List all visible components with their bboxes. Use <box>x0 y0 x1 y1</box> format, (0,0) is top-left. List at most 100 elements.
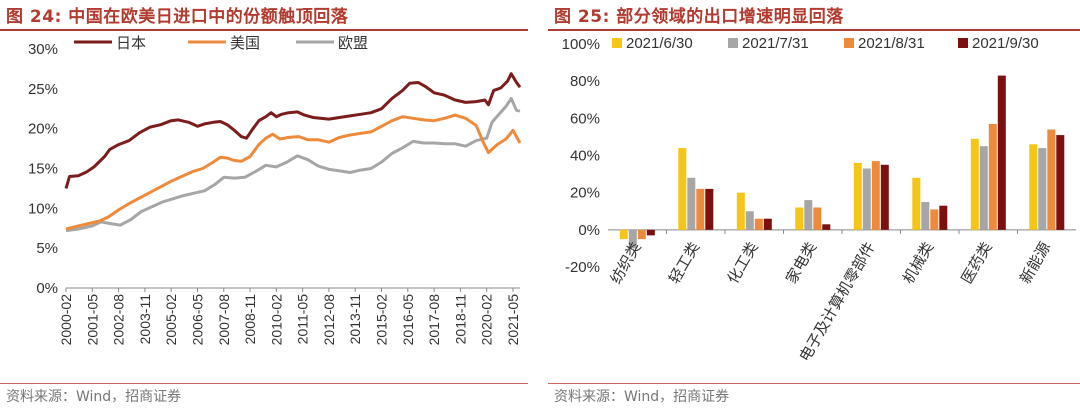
bar <box>853 162 862 230</box>
y-tick-label: 100% <box>562 36 600 53</box>
legend-swatch <box>728 38 738 48</box>
bar <box>795 207 804 230</box>
x-tick-label: 2000-02 <box>58 294 74 346</box>
series-line-usa <box>65 113 522 231</box>
bar <box>705 188 714 230</box>
category-label: 纺织类 <box>607 239 644 286</box>
left-title-rule <box>0 29 528 31</box>
y-tick-label: 30% <box>28 41 58 58</box>
y-tick-label: 0% <box>578 222 600 239</box>
bar <box>939 205 948 230</box>
y-tick-label: 0% <box>36 280 58 297</box>
bar <box>813 207 822 230</box>
x-tick-label: 2018-11 <box>452 294 468 345</box>
bar <box>921 202 930 230</box>
bar-chart: -20%0%20%40%60%80%100%纺织类 轻工类 化工类 家电类电子及计算机… <box>562 35 1076 365</box>
y-tick-label: 10% <box>28 200 58 217</box>
right-title-rule <box>548 29 1080 31</box>
right-source-rule <box>548 383 1080 384</box>
right-figure-title: 图 25: 部分领域的出口增速明显回落 <box>554 7 844 27</box>
y-tick-label: 80% <box>570 73 600 90</box>
legend-item: 美国 <box>188 35 260 52</box>
bar <box>1047 129 1056 230</box>
legend-item: 2021/8/31 <box>844 35 925 52</box>
bar <box>880 164 889 230</box>
legend-label: 2021/6/30 <box>626 35 693 52</box>
category-label: 新能源 <box>1017 239 1054 286</box>
legend-label: 欧盟 <box>338 35 368 52</box>
x-tick-label: 2005-02 <box>163 294 179 346</box>
category-label: 家电类 <box>783 239 820 286</box>
x-tick-label: 2006-05 <box>189 294 205 346</box>
x-tick-label: 2008-11 <box>242 294 258 345</box>
y-tick-label: -20% <box>565 259 600 276</box>
bar <box>988 123 997 230</box>
y-tick-label: 5% <box>36 240 58 257</box>
bar <box>871 161 880 230</box>
left-source-rule <box>0 383 528 384</box>
bar <box>997 75 1006 230</box>
left-figure-title: 图 24: 中国在欧美日进口中的份额触顶回落 <box>6 7 349 27</box>
y-tick-label: 25% <box>28 81 58 98</box>
x-tick-label: 2007-08 <box>216 294 232 346</box>
bar <box>822 224 831 230</box>
legend-label: 2021/9/30 <box>972 35 1039 52</box>
x-tick-label: 2017-08 <box>426 294 442 346</box>
legend-swatch <box>958 38 968 48</box>
x-tick-label: 2013-11 <box>347 294 363 345</box>
x-tick-label: 2012-08 <box>321 294 337 346</box>
series-line-japan <box>64 72 522 189</box>
left-figure-panel: 图 24: 中国在欧美日进口中的份额触顶回落 0% 5% 10% 15% 20% 25% 3… <box>0 0 528 409</box>
y-tick-label: 20% <box>28 121 58 138</box>
bar <box>628 229 637 249</box>
x-tick-label: 2016-05 <box>400 294 416 346</box>
legend-item: 2021/9/30 <box>958 35 1039 52</box>
legend-swatch <box>612 38 622 48</box>
bar <box>646 229 655 236</box>
bar <box>804 200 813 230</box>
legend-label: 2021/8/31 <box>858 35 925 52</box>
legend-label: 日本 <box>116 35 146 52</box>
bar <box>862 168 871 230</box>
legend-label: 2021/7/31 <box>742 35 809 52</box>
bar <box>754 218 763 230</box>
category-label: 医药类 <box>958 239 995 286</box>
left-source-note: 资料来源：Wind，招商证券 <box>6 389 182 405</box>
legend-item: 欧盟 <box>296 35 368 52</box>
bar <box>1029 144 1038 230</box>
x-tick-label: 2021-05 <box>505 294 521 346</box>
bar <box>1038 148 1047 230</box>
category-label: 机械类 <box>900 239 937 286</box>
bar <box>970 138 979 230</box>
y-tick-label: 60% <box>570 110 600 127</box>
bar <box>745 211 754 230</box>
bar <box>1056 135 1065 230</box>
x-tick-label: 2020-02 <box>479 294 495 346</box>
bar <box>619 229 628 240</box>
y-tick-label: 40% <box>570 148 600 165</box>
x-tick-label: 2002-08 <box>111 294 127 346</box>
x-tick-label: 2001-05 <box>84 294 100 346</box>
y-tick-label: 15% <box>28 161 58 178</box>
bar <box>763 218 772 230</box>
bar <box>678 148 687 230</box>
right-source-note: 资料来源：Wind，招商证券 <box>554 389 730 405</box>
line-chart: 0% 5% 10% 15% 20% 25% 30% 2000-02 2001-05 2002-08… <box>28 35 522 346</box>
x-tick-label: 2010-02 <box>268 294 284 346</box>
right-figure-panel: 图 25: 部分领域的出口增速明显回落 -20% 0% 20% 40% 60% 80% 10… <box>548 0 1080 409</box>
bar <box>912 177 921 230</box>
bar <box>637 229 646 240</box>
legend-item: 2021/6/30 <box>612 35 693 52</box>
bar <box>687 177 696 230</box>
legend-swatch <box>844 38 854 48</box>
bar <box>979 146 988 230</box>
legend-item: 2021/7/31 <box>728 35 809 52</box>
bar <box>736 192 745 230</box>
legend-item: 日本 <box>74 35 146 52</box>
series-line-eu <box>65 96 521 233</box>
legend-label: 美国 <box>230 35 260 52</box>
category-label: 轻工类 <box>666 239 703 286</box>
y-tick-label: 20% <box>570 185 600 202</box>
bar <box>696 188 705 230</box>
x-tick-label: 2015-02 <box>374 294 390 346</box>
